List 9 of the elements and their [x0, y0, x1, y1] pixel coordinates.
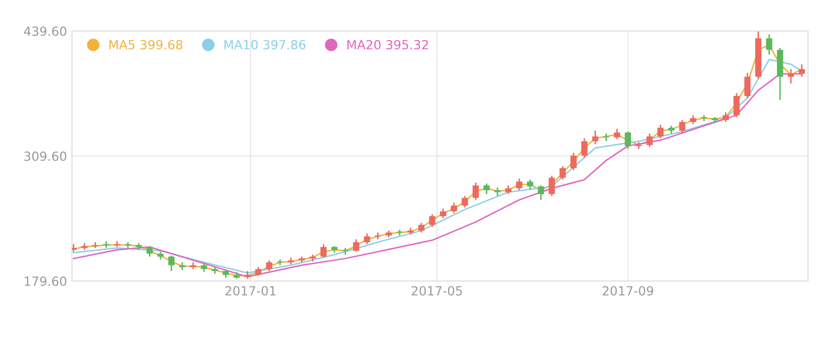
- y-tick-label: 309.60: [24, 151, 66, 161]
- y-tick-label: 439.60: [24, 26, 66, 36]
- x-tick-label: 2017-09: [602, 286, 654, 296]
- x-tick-label: 2017-05: [412, 286, 462, 296]
- y-tick-label: 179.60: [24, 276, 66, 286]
- legend-label: MA20 395.32: [347, 40, 428, 50]
- x-tick-label: 2017-01: [225, 286, 276, 296]
- legend-label: MA10 397.86: [224, 40, 306, 50]
- legend-label: MA5 399.68: [109, 40, 182, 50]
